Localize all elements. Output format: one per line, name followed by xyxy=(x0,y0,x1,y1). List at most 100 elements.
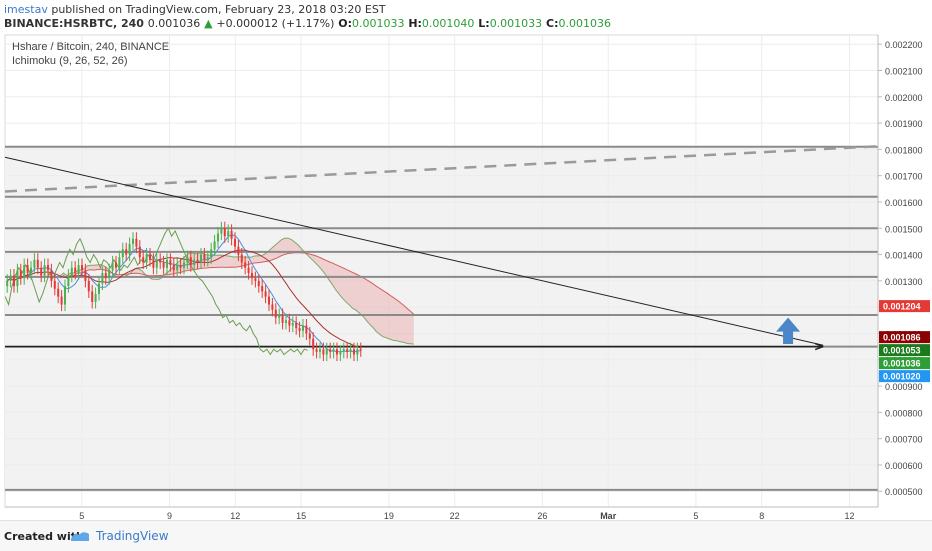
candle-body xyxy=(227,230,230,237)
candle-body xyxy=(142,257,145,263)
candle-body xyxy=(43,265,46,276)
candle-body xyxy=(19,270,22,279)
candle-body xyxy=(278,315,281,318)
candle-body xyxy=(257,280,260,287)
candle-body xyxy=(312,338,315,350)
candle-body xyxy=(135,238,138,247)
candle-body xyxy=(206,257,209,260)
candle-body xyxy=(196,259,199,263)
low-label: L: xyxy=(478,17,490,30)
candle-body xyxy=(159,259,162,263)
x-tick-label: 15 xyxy=(296,511,306,520)
candle-body xyxy=(325,349,328,355)
tradingview-logo-icon xyxy=(71,532,89,541)
candle-body xyxy=(233,238,237,247)
candle-body xyxy=(101,272,104,284)
senkou-b-line xyxy=(59,252,415,315)
close-value: 0.001036 xyxy=(558,17,612,30)
x-tick-label: 9 xyxy=(167,511,172,520)
y-tick-label: 0.002200 xyxy=(885,40,923,50)
open-value: 0.001033 xyxy=(351,17,405,30)
candle-body xyxy=(288,320,291,326)
chikou-line xyxy=(4,227,308,356)
x-tick-label: 8 xyxy=(759,511,764,520)
publish-line: imestav published on TradingView.com, Fe… xyxy=(4,3,386,16)
candle-body xyxy=(264,291,267,297)
candle-body xyxy=(26,265,29,273)
candle-body xyxy=(169,259,172,266)
candle-body xyxy=(104,272,107,279)
candle-body xyxy=(155,259,158,268)
x-tick-label: 5 xyxy=(79,511,84,520)
x-tick-label: 12 xyxy=(230,511,240,520)
candle-body xyxy=(284,320,288,323)
candle-body xyxy=(165,259,169,268)
candle-body xyxy=(74,267,77,273)
x-tick-label: Mar xyxy=(600,511,617,520)
footer: Created with TradingView xyxy=(0,520,932,551)
y-tick-label: 0.001800 xyxy=(885,145,923,155)
y-tick-label: 0.002000 xyxy=(885,93,923,103)
candle-body xyxy=(53,280,56,289)
candle-body xyxy=(162,262,165,268)
price-label: 0.001204 xyxy=(883,302,921,312)
price-label-box xyxy=(879,344,930,357)
candle-body xyxy=(305,325,308,334)
candle-body xyxy=(29,267,33,273)
candle-body xyxy=(182,262,186,268)
candle-body xyxy=(91,291,94,302)
candle-body xyxy=(125,249,128,255)
candle-body xyxy=(254,278,257,281)
candle-body xyxy=(356,349,359,355)
candle-body xyxy=(342,349,345,352)
chart-header: imestav published on TradingView.com, Fe… xyxy=(0,0,932,32)
candle-body xyxy=(50,270,53,281)
candle-body xyxy=(40,267,43,276)
candle-body xyxy=(281,315,284,323)
candle-body xyxy=(240,254,243,263)
candle-body xyxy=(128,244,131,255)
author-link[interactable]: imestav xyxy=(4,3,48,16)
candle-body xyxy=(193,259,196,266)
candle-body xyxy=(77,265,80,273)
candle-body xyxy=(199,254,203,263)
tradingview-link[interactable]: TradingView xyxy=(96,529,169,543)
price-label-box xyxy=(879,357,930,370)
candle-body xyxy=(213,241,216,250)
candle-body xyxy=(80,265,84,271)
candle-body xyxy=(9,275,12,281)
candle-body xyxy=(346,349,349,352)
y-tick-label: 0.001500 xyxy=(885,224,923,234)
indicator-label: Ichimoku (9, 26, 52, 26) xyxy=(12,55,128,67)
candle-body xyxy=(274,309,277,318)
candle-body xyxy=(172,265,175,271)
candle-body xyxy=(237,246,240,255)
candle-body xyxy=(84,270,87,281)
price-label: 0.001053 xyxy=(883,346,921,356)
price-label-box xyxy=(879,370,930,383)
open-label: O: xyxy=(338,17,352,30)
candle-body xyxy=(291,322,294,326)
y-tick-label: 0.000900 xyxy=(885,382,923,392)
y-tick-label: 0.000600 xyxy=(885,461,923,471)
candle-body xyxy=(111,262,114,271)
x-tick-label: 12 xyxy=(844,511,854,520)
price-chart[interactable]: 0.002200 0.002100 0.002000 0.001900 0.001800… xyxy=(0,32,932,520)
candle-body xyxy=(57,288,60,297)
dashed-trendline xyxy=(4,144,879,193)
candle-body xyxy=(145,254,148,263)
candle-body xyxy=(148,254,152,260)
price-label: 0.001020 xyxy=(883,372,921,382)
close-label: C: xyxy=(546,17,559,30)
candle-body xyxy=(250,272,254,279)
publish-info: published on TradingView.com, February 2… xyxy=(51,3,386,16)
candle-body xyxy=(295,322,298,329)
candle-body xyxy=(46,265,50,271)
candle-body xyxy=(359,349,362,351)
candle-body xyxy=(67,275,70,287)
y-tick-label: 0.001300 xyxy=(885,277,923,287)
candle-body xyxy=(12,275,16,287)
candle-body xyxy=(247,267,250,273)
y-tick-label: 0.000700 xyxy=(885,435,923,445)
candle-body xyxy=(244,262,247,268)
